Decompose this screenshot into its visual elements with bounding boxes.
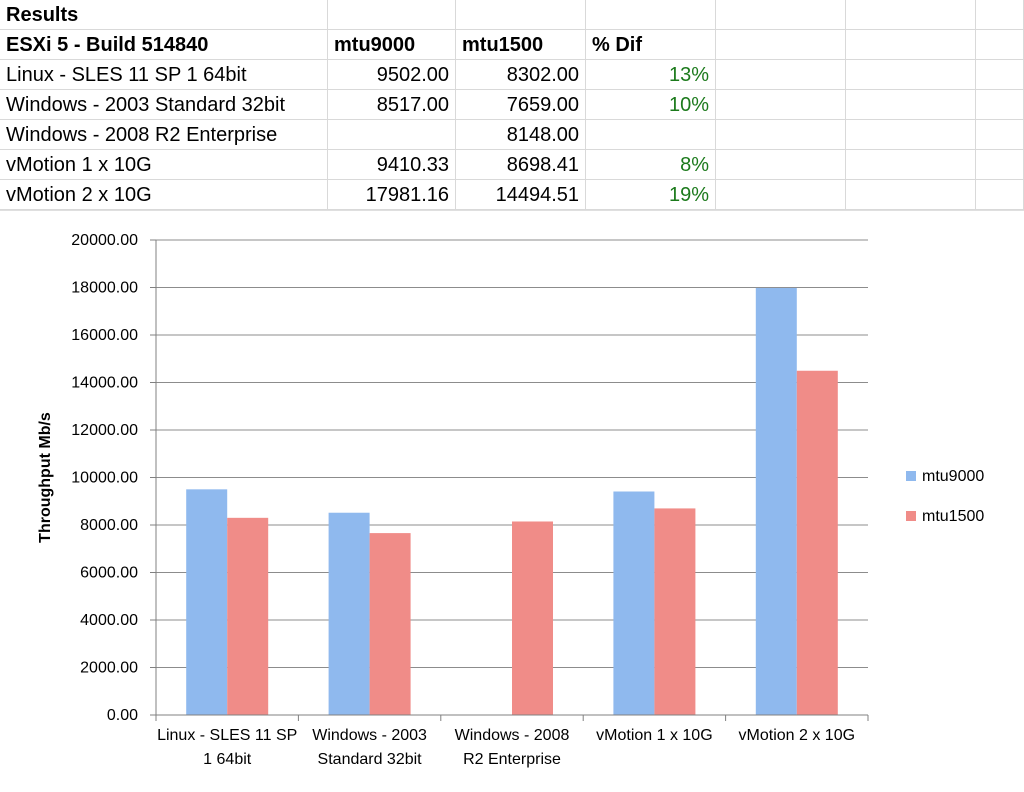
bar-mtu9000 bbox=[328, 512, 370, 715]
empty-cell[interactable] bbox=[456, 0, 586, 30]
mtu9000-cell[interactable]: 8517.00 bbox=[328, 90, 456, 120]
y-tick-label: 18000.00 bbox=[71, 280, 138, 297]
empty-cell[interactable] bbox=[846, 180, 976, 210]
y-tick-label: 6000.00 bbox=[80, 565, 138, 582]
empty-cell[interactable] bbox=[976, 60, 1024, 90]
table-row: vMotion 2 x 10G 17981.16 14494.51 19% bbox=[0, 180, 1024, 210]
empty-cell[interactable] bbox=[716, 120, 846, 150]
y-axis-label: Throughput Mb/s bbox=[37, 412, 54, 543]
mtu1500-cell[interactable]: 8698.41 bbox=[456, 150, 586, 180]
row-label-cell[interactable]: Windows - 2008 R2 Enterprise bbox=[0, 120, 328, 150]
header-cell-dif[interactable]: % Dif bbox=[586, 30, 716, 60]
sheet-title-row: Results bbox=[0, 0, 1024, 30]
empty-cell[interactable] bbox=[328, 0, 456, 30]
throughput-bar-chart: 0.00 2000.00 4000.00 6000.00 8000.00 10000.00… bbox=[0, 210, 1024, 792]
y-tick-label: 0.00 bbox=[107, 707, 138, 724]
empty-cell[interactable] bbox=[846, 150, 976, 180]
y-tick-label: 4000.00 bbox=[80, 612, 138, 629]
legend: mtu9000 mtu1500 bbox=[906, 468, 984, 525]
empty-cell[interactable] bbox=[716, 150, 846, 180]
empty-cell[interactable] bbox=[846, 30, 976, 60]
y-tick-label: 2000.00 bbox=[80, 660, 138, 677]
y-tick-label: 16000.00 bbox=[71, 327, 138, 344]
empty-cell[interactable] bbox=[846, 60, 976, 90]
table-row: Windows - 2008 R2 Enterprise 8148.00 bbox=[0, 120, 1024, 150]
empty-cell[interactable] bbox=[976, 90, 1024, 120]
table-row: Windows - 2003 Standard 32bit 8517.00 7659… bbox=[0, 90, 1024, 120]
y-tick-label: 8000.00 bbox=[80, 517, 138, 534]
bar-mtu1500 bbox=[369, 533, 411, 715]
y-tick-label: 14000.00 bbox=[71, 375, 138, 392]
header-cell-mtu9000[interactable]: mtu9000 bbox=[328, 30, 456, 60]
bar-mtu1500 bbox=[654, 508, 696, 715]
empty-cell[interactable] bbox=[716, 0, 846, 30]
y-tick-label: 20000.00 bbox=[71, 232, 138, 249]
empty-cell[interactable] bbox=[716, 30, 846, 60]
bar-mtu9000 bbox=[186, 489, 228, 715]
x-category-label: Linux - SLES 11 SP bbox=[157, 727, 297, 744]
dif-cell[interactable] bbox=[586, 120, 716, 150]
empty-cell[interactable] bbox=[976, 120, 1024, 150]
row-label-cell[interactable]: vMotion 2 x 10G bbox=[0, 180, 328, 210]
mtu9000-cell[interactable] bbox=[328, 120, 456, 150]
empty-cell[interactable] bbox=[716, 90, 846, 120]
bar-mtu9000 bbox=[755, 287, 797, 715]
dif-cell[interactable]: 13% bbox=[586, 60, 716, 90]
empty-cell[interactable] bbox=[716, 180, 846, 210]
empty-cell[interactable] bbox=[846, 120, 976, 150]
bar-mtu1500 bbox=[796, 370, 838, 715]
header-cell-build[interactable]: ESXi 5 - Build 514840 bbox=[0, 30, 328, 60]
row-label-cell[interactable]: Linux - SLES 11 SP 1 64bit bbox=[0, 60, 328, 90]
mtu9000-cell[interactable]: 9410.33 bbox=[328, 150, 456, 180]
y-tick-label: 12000.00 bbox=[71, 422, 138, 439]
table-row: vMotion 1 x 10G 9410.33 8698.41 8% bbox=[0, 150, 1024, 180]
y-tick-label: 10000.00 bbox=[71, 470, 138, 487]
legend-swatch-mtu9000 bbox=[906, 471, 916, 481]
mtu1500-cell[interactable]: 7659.00 bbox=[456, 90, 586, 120]
empty-cell[interactable] bbox=[846, 0, 976, 30]
mtu1500-cell[interactable]: 8302.00 bbox=[456, 60, 586, 90]
empty-cell[interactable] bbox=[976, 0, 1024, 30]
x-category-label: Windows - 2008 bbox=[455, 727, 570, 744]
mtu1500-cell[interactable]: 14494.51 bbox=[456, 180, 586, 210]
empty-cell[interactable] bbox=[976, 150, 1024, 180]
legend-label-mtu1500: mtu1500 bbox=[922, 508, 984, 525]
empty-cell[interactable] bbox=[976, 30, 1024, 60]
bar-mtu1500 bbox=[227, 517, 269, 715]
bar-mtu1500 bbox=[512, 521, 553, 715]
x-category-label: R2 Enterprise bbox=[463, 751, 561, 768]
dif-cell[interactable]: 8% bbox=[586, 150, 716, 180]
empty-cell[interactable] bbox=[716, 60, 846, 90]
x-category-label: Standard 32bit bbox=[318, 751, 423, 768]
mtu9000-cell[interactable]: 9502.00 bbox=[328, 60, 456, 90]
x-category-label: 1 64bit bbox=[203, 751, 252, 768]
x-category-label: vMotion 2 x 10G bbox=[739, 727, 856, 744]
spreadsheet-table: Results ESXi 5 - Build 514840 mtu9000 mt… bbox=[0, 0, 1024, 210]
empty-cell[interactable] bbox=[976, 180, 1024, 210]
x-category-label: vMotion 1 x 10G bbox=[596, 727, 713, 744]
row-label-cell[interactable]: vMotion 1 x 10G bbox=[0, 150, 328, 180]
dif-cell[interactable]: 19% bbox=[586, 180, 716, 210]
sheet-header-row: ESXi 5 - Build 514840 mtu9000 mtu1500 % … bbox=[0, 30, 1024, 60]
y-tick-labels: 0.00 2000.00 4000.00 6000.00 8000.00 10000.00… bbox=[71, 232, 138, 724]
dif-cell[interactable]: 10% bbox=[586, 90, 716, 120]
mtu9000-cell[interactable]: 17981.16 bbox=[328, 180, 456, 210]
table-row: Linux - SLES 11 SP 1 64bit 9502.00 8302.00… bbox=[0, 60, 1024, 90]
row-label-cell[interactable]: Windows - 2003 Standard 32bit bbox=[0, 90, 328, 120]
legend-label-mtu9000: mtu9000 bbox=[922, 468, 984, 485]
legend-swatch-mtu1500 bbox=[906, 511, 916, 521]
mtu1500-cell[interactable]: 8148.00 bbox=[456, 120, 586, 150]
x-category-label: Windows - 2003 bbox=[312, 727, 427, 744]
empty-cell[interactable] bbox=[586, 0, 716, 30]
bar-layer bbox=[155, 287, 869, 721]
category-labels: Linux - SLES 11 SP 1 64bit Windows - 2003 S… bbox=[157, 727, 855, 768]
bar-mtu9000 bbox=[613, 491, 655, 715]
header-cell-mtu1500[interactable]: mtu1500 bbox=[456, 30, 586, 60]
empty-cell[interactable] bbox=[846, 90, 976, 120]
sheet-title-cell[interactable]: Results bbox=[0, 0, 328, 30]
